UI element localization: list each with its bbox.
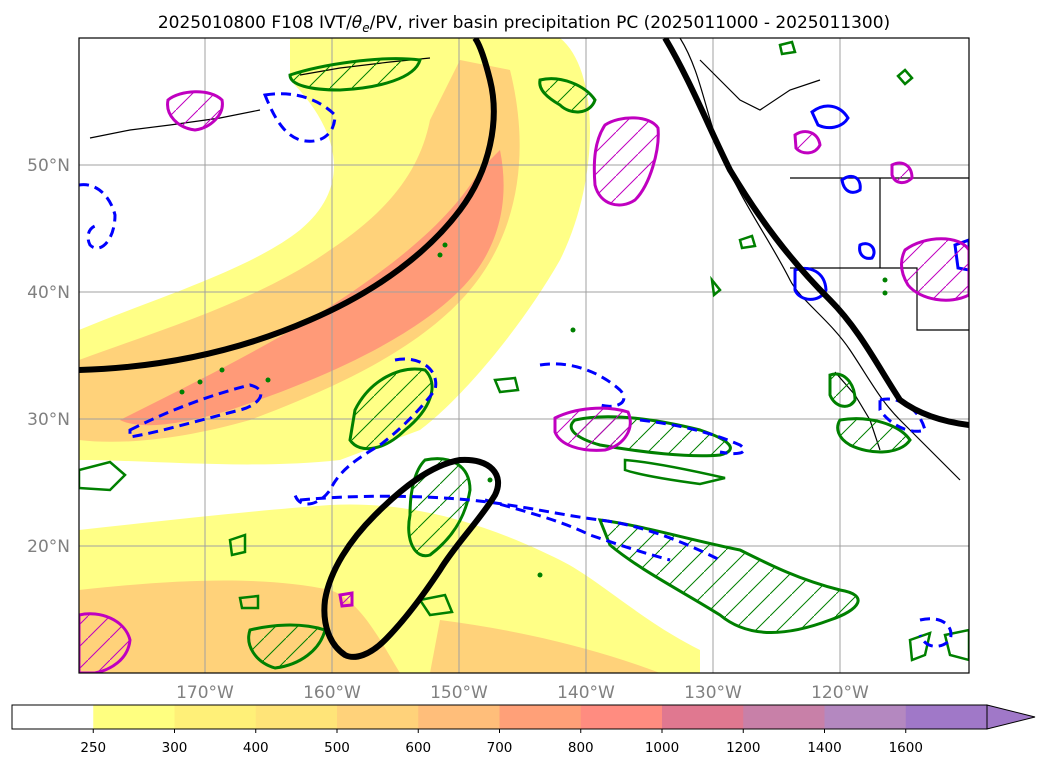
colorbar-segment — [905, 705, 988, 729]
colorbar-tick-label: 800 — [568, 740, 594, 756]
colorbar-segment — [662, 705, 744, 729]
colorbar-segment — [337, 705, 419, 729]
colorbar-segment — [743, 705, 825, 729]
colorbar: 250 300 400 500 600 700 800 1000 1200 1400 1600 — [11, 704, 1036, 756]
colorbar-tick-label: 1600 — [889, 740, 923, 756]
colorbar-tick-label: 250 — [80, 740, 106, 756]
lat-label-30n: 30°N — [27, 410, 70, 430]
lat-label-20n: 20°N — [27, 537, 70, 557]
lon-label-160w: 160°W — [303, 683, 361, 703]
colorbar-tick-label: 1200 — [726, 740, 760, 756]
negative-anomaly-contours — [79, 92, 953, 648]
figure-title: 2025010800 F108 IVT/θe/PV, river basin p… — [158, 13, 890, 35]
lon-label-140w: 140°W — [557, 683, 615, 703]
lon-label-130w: 130°W — [684, 683, 742, 703]
lon-label-170w: 170°W — [176, 683, 234, 703]
colorbar-tick-label: 1000 — [645, 740, 679, 756]
positive-anomaly-small — [79, 40, 969, 662]
lon-label-150w: 150°W — [430, 683, 488, 703]
lat-labels: 50°N 40°N 30°N 20°N — [27, 156, 70, 557]
colorbar-segments — [12, 705, 988, 729]
colorbar-segment — [255, 705, 338, 729]
ivt-shading-mid — [79, 60, 660, 673]
colorbar-segment — [580, 705, 663, 729]
lat-label-50n: 50°N — [27, 156, 70, 176]
colorbar-segment — [499, 705, 582, 729]
colorbar-segment — [12, 705, 94, 729]
pv-contours — [79, 38, 969, 660]
ivt-shading-high — [120, 150, 504, 426]
lon-labels: 170°W 160°W 150°W 140°W 130°W 120°W — [176, 683, 869, 703]
colorbar-tick-label: 700 — [487, 740, 513, 756]
colorbar-segment — [418, 705, 500, 729]
colorbar-labels: 250 300 400 500 600 700 800 1000 1200 1400 1600 — [80, 729, 923, 756]
lat-label-40n: 40°N — [27, 283, 70, 303]
map-frame — [78, 37, 970, 674]
colorbar-tick-label: 600 — [405, 740, 431, 756]
colorbar-tick-label: 300 — [162, 740, 188, 756]
lon-label-120w: 120°W — [811, 683, 869, 703]
colorbar-tick-label: 500 — [324, 740, 350, 756]
colorbar-segment — [824, 705, 907, 729]
colorbar-tick-label: 1400 — [807, 740, 841, 756]
scatter-dots — [179, 242, 888, 578]
colorbar-extend-arrow — [986, 704, 1036, 730]
colorbar-segment — [174, 705, 257, 729]
precip-regions — [79, 90, 969, 673]
colorbar-segment — [93, 705, 175, 729]
map-panel — [79, 38, 969, 673]
colorbar-tick-label: 400 — [243, 740, 269, 756]
